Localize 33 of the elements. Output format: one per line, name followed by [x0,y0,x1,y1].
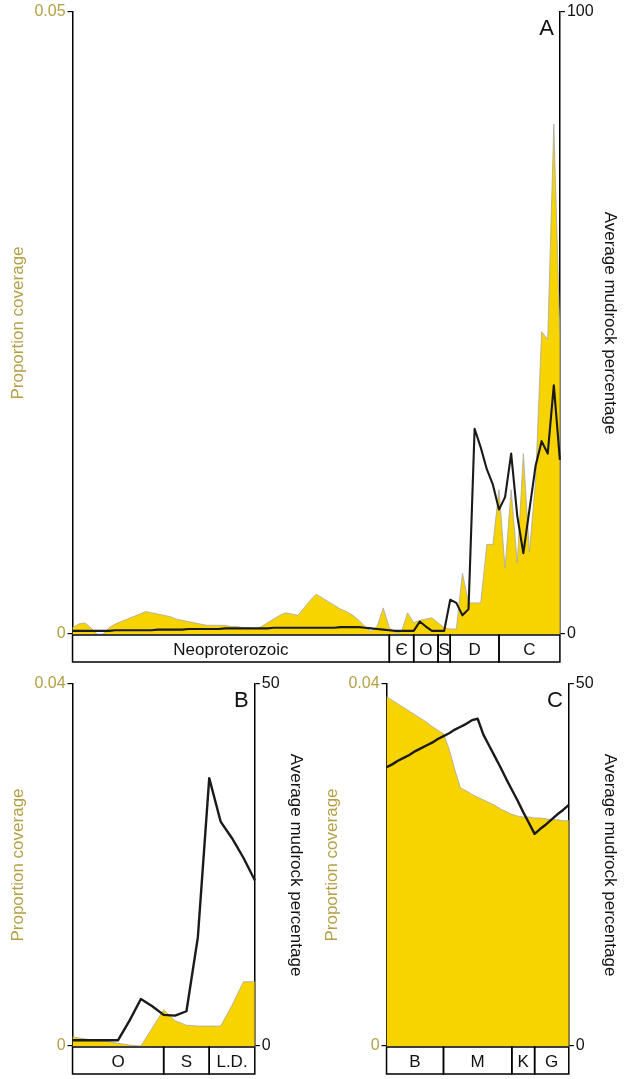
y-axis-title: Proportion coverage [321,788,341,942]
x-tick-label: O [111,1051,125,1071]
y2-tick-label: 0 [575,1036,585,1054]
x-tick-label: S [438,639,450,659]
annotation: A [539,15,555,41]
x-tick-label: Є [395,639,408,659]
x-tick-label: C [523,639,536,659]
y2-axis-title: Average mudrock percentage [601,753,621,977]
y2-tick-label: 0 [261,1036,271,1054]
y2-tick-label: 0 [566,624,576,642]
y-tick-label: 0.04 [34,674,66,692]
annotation: C [546,687,563,713]
y2-tick-label: 50 [575,674,594,692]
x-tick-label: Neoproterozoic [173,639,290,659]
y-axis-title: Proportion coverage [7,788,27,942]
x-tick-label: M [470,1051,485,1071]
y-tick-label: 0 [56,1036,66,1054]
y2-tick-label: 100 [566,2,594,20]
y-tick-label: 0.04 [348,674,380,692]
y2-axis-title: Average mudrock percentage [601,211,621,435]
y2-tick-label: 50 [261,674,280,692]
y-axis-title: Proportion coverage [7,246,27,400]
x-tick-label: K [517,1051,530,1071]
x-tick-label: L.D. [216,1051,248,1071]
x-tick-label: B [409,1051,421,1071]
y2-axis-title: Average mudrock percentage [287,753,307,977]
x-tick-label: G [545,1051,559,1071]
y-tick-label: 0 [56,624,66,642]
x-tick-label: S [180,1051,193,1071]
y-tick-label: 0.05 [34,2,66,20]
x-tick-label: D [468,639,481,659]
annotation: B [234,687,249,713]
x-tick-label: O [419,639,433,659]
